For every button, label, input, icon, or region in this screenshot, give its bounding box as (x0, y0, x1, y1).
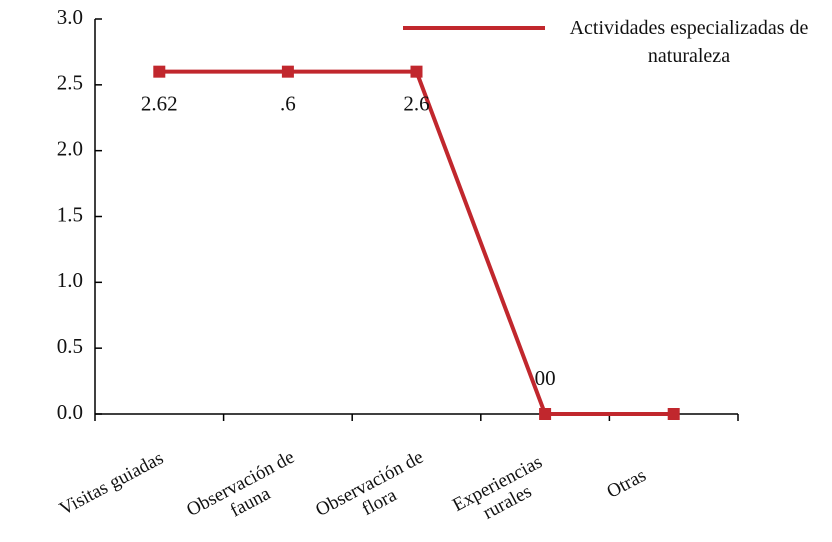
y-tick-label: 1.5 (57, 202, 83, 226)
y-tick-label: 0.0 (57, 400, 83, 424)
point (281, 65, 294, 78)
y-tick-label: 2.5 (57, 71, 83, 95)
data-label: .6 (280, 91, 296, 115)
data-label: 00 (535, 366, 556, 390)
point (539, 408, 552, 420)
point (410, 65, 423, 78)
point (153, 65, 166, 78)
y-tick-label: 0.5 (57, 334, 83, 358)
series-line (159, 69, 674, 416)
y-tick-label: 1.0 (57, 268, 83, 292)
y-tick-label: 3.0 (57, 5, 83, 29)
legend-label: Actividades especializadas de naturaleza (569, 17, 809, 67)
point (667, 408, 680, 420)
data-label: 2.62 (141, 91, 178, 115)
y-tick-label: 2.0 (57, 136, 83, 160)
data-label: 2.6 (403, 91, 429, 115)
